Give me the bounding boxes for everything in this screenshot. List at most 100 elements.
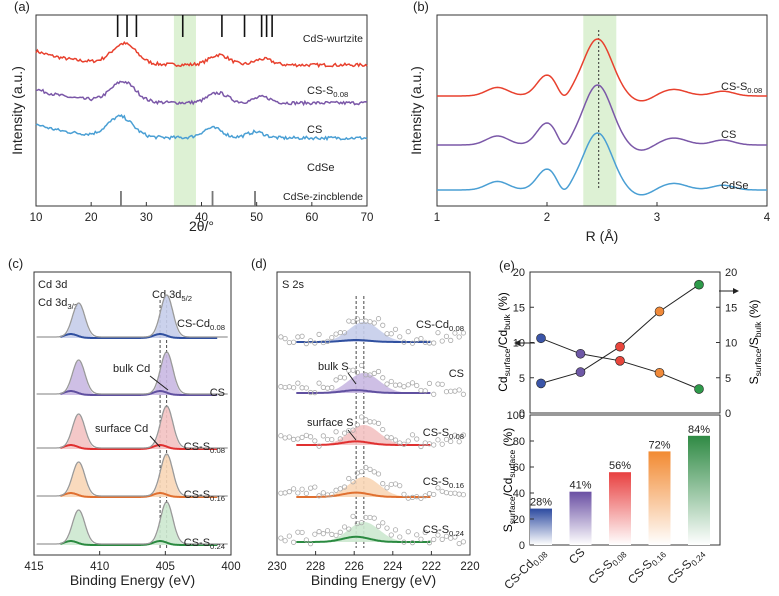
data-point [452,388,458,394]
data-point [418,495,424,501]
y-tick-label: 10 [725,338,737,350]
data-point [329,385,335,391]
data-point [439,338,445,344]
ref-bottom-label: CdSe-zincblende [283,191,363,203]
data-point [333,377,339,383]
annotation-arrow [149,375,169,391]
title-part: (%) [496,292,510,314]
data-point [307,541,314,547]
title-part: Cd [496,376,510,391]
data-point [295,490,301,496]
data-point [401,491,407,497]
data-label: 72% [648,439,670,451]
x-tick-label: 224 [383,561,403,573]
data-point [448,490,454,496]
data-point [443,389,450,395]
data-point [405,329,411,335]
label-base: CS-S [184,489,210,501]
xrd-curve [35,113,368,142]
data-point [384,331,390,337]
series-label: CS [307,124,322,136]
x-tick-label: 226 [345,561,364,573]
data-point [431,442,437,448]
x-tick-label: 70 [361,212,374,224]
data-point [286,339,292,346]
data-point [435,330,441,336]
data-point [452,534,458,540]
x-tick-label: 228 [306,561,325,573]
data-point [290,436,297,442]
data-point [295,436,301,442]
data-point [375,523,382,529]
surface-component [59,540,218,546]
x-tick-label: 60 [305,212,318,224]
data-point [418,335,424,342]
data-point [448,388,454,394]
label-base: CdSe [721,180,749,192]
data-point [320,433,326,439]
data-point [456,387,462,393]
y-tick-label: 40 [513,488,525,500]
data-point [401,539,407,545]
title-part: (%) [747,300,761,322]
data-point [448,337,454,343]
data-point [401,384,407,390]
y-tick-label: 20 [513,514,525,526]
surface-component [59,444,218,450]
data-point [380,481,386,487]
data-point [615,356,625,366]
data-point [316,331,322,337]
x-tick-label: 415 [24,561,43,573]
data-label: 28% [530,497,552,509]
data-point [337,330,343,336]
category-label: CS-S0.24 [664,545,707,588]
data-point [341,524,348,530]
title-part: bulk [753,321,763,337]
x-axis-title: Binding Energy (eV) [70,572,195,588]
bar [648,451,671,545]
data-point [312,484,318,490]
data-point [329,491,335,497]
data-point [358,362,365,369]
data-point [346,526,352,532]
data-point [384,485,390,491]
data-point [282,490,288,496]
data-point [299,486,305,492]
plot-frame [436,14,768,207]
data-point [312,390,318,396]
y-axis-title-right: Ssurface/Sbulk (%) [747,300,763,385]
data-point [422,529,428,535]
data-point [392,382,399,388]
data-point [367,319,373,325]
data-point [397,334,403,340]
xrd-curve [35,80,368,107]
data-point [337,436,343,442]
surface-component [296,389,431,394]
category-label: CS [566,545,588,567]
x-tick-label: 30 [140,212,153,224]
data-point [388,532,394,538]
label-sub: 0.24 [449,529,465,538]
y-axis-title: Intensity (a.u.) [408,66,424,155]
exafs-curve [437,84,767,151]
surface-component [59,333,218,339]
data-point [312,531,318,537]
data-point [346,475,352,482]
data-point [392,527,399,533]
highlight-band [583,15,617,206]
label-base: CS-S [721,81,747,93]
bar [688,435,710,545]
panel-c-label: (c) [8,256,23,271]
annotation: surface Cd [95,423,148,435]
y-tick-label: 0 [519,540,525,552]
data-point [367,466,373,472]
x-tick-label: 400 [221,561,240,573]
surface-component [296,440,431,446]
data-point [350,319,356,325]
title-part: S [501,524,515,532]
x-tick-label: 50 [250,212,263,224]
y-tick-label: 15 [725,302,737,314]
data-point [278,490,284,496]
label-base: CS-S [184,537,210,549]
data-point [367,514,373,521]
